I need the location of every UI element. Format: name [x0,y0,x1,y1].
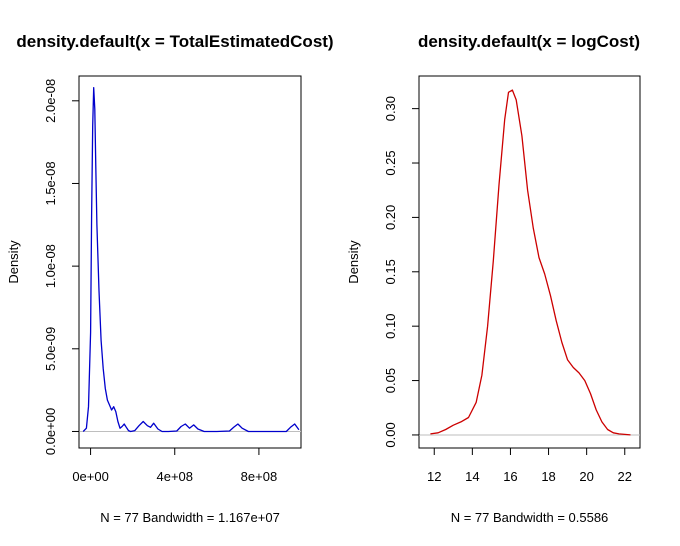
y-tick-label: 0.30 [383,96,398,121]
y-tick-label: 1.5e-08 [43,161,58,205]
y-axis-label: Density [346,240,361,284]
y-tick-label: 0.25 [383,150,398,175]
y-tick-label: 1.0e-08 [43,244,58,288]
x-tick-label: 4e+08 [156,469,193,484]
x-tick-label: 14 [465,469,479,484]
y-tick-label: 0.15 [383,259,398,284]
density-curve [82,86,300,433]
x-tick-label: 18 [541,469,555,484]
x-tick-label: 22 [618,469,632,484]
plot-frame [418,75,641,449]
y-tick-label: 0.10 [383,314,398,339]
y-axis-label: Density [6,240,21,284]
plot-frame [78,75,302,449]
y-tick-label: 0.05 [383,368,398,393]
x-tick-label: 12 [427,469,441,484]
chart-title: density.default(x = TotalEstimatedCost) [16,32,333,51]
y-tick-label: 0.20 [383,205,398,230]
chart-title: density.default(x = logCost) [418,32,640,51]
y-tick-label: 0.00 [383,422,398,447]
x-tick-label: 0e+00 [72,469,109,484]
x-axis-label: N = 77 Bandwidth = 1.167e+07 [100,510,280,525]
x-tick-label: 20 [579,469,593,484]
y-tick-label: 2.0e-08 [43,79,58,123]
x-axis-label: N = 77 Bandwidth = 0.5586 [451,510,609,525]
y-tick-label: 5.0e-09 [43,327,58,371]
x-tick-label: 8e+08 [241,469,278,484]
panel-2: density.default(x = logCost) 12 14 16 18 20 22… [346,32,641,525]
y-tick-label: 0.0e+00 [43,408,58,455]
x-tick-label: 16 [503,469,517,484]
panel-1: density.default(x = TotalEstimatedCost) 0… [6,32,334,525]
density-curve [430,89,631,436]
